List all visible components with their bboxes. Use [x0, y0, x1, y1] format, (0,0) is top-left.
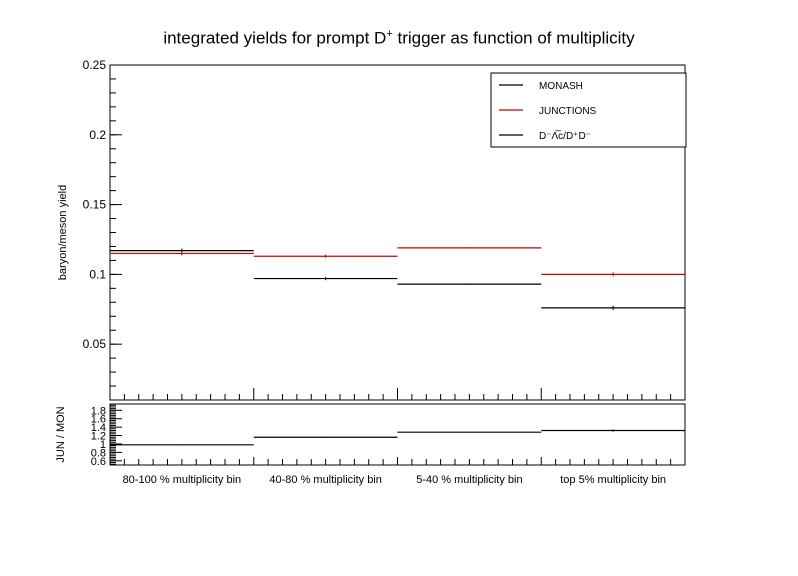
- ratio-ytick-label: 1: [100, 439, 106, 451]
- legend-label: JUNCTIONS: [539, 106, 597, 117]
- main-ytick-label: 0.25: [83, 58, 107, 72]
- legend-label: MONASH: [539, 81, 583, 92]
- x-category-label: 40-80 % multiplicity bin: [269, 474, 382, 486]
- ratio-ytick-label: 0.8: [91, 447, 106, 459]
- ratio-y-axis-title: JUN / MON: [55, 406, 67, 462]
- chart-title: integrated yields for prompt D+ trigger …: [0, 28, 798, 49]
- main-ytick-label: 0.15: [83, 198, 107, 212]
- title-prefix: integrated yields for prompt D: [163, 28, 387, 48]
- main-ytick-label: 0.1: [89, 267, 106, 281]
- ratio-ytick-label: 1.4: [91, 422, 106, 434]
- x-category-label: 5-40 % multiplicity bin: [416, 474, 522, 486]
- main-y-axis-title: baryon/meson yield: [57, 185, 69, 280]
- x-category-label: 80-100 % multiplicity bin: [123, 474, 242, 486]
- ratio-ytick-label: 1.8: [91, 405, 106, 417]
- ratio-frame: [109, 403, 686, 466]
- legend-label: D⁻Λ̅c/D⁺D⁻: [539, 130, 591, 142]
- legend-box: [490, 72, 687, 148]
- ratio-ytick-label: 0.6: [91, 456, 106, 468]
- ratio-ytick-label: 1.6: [91, 414, 106, 426]
- title-suffix: trigger as function of multiplicity: [392, 28, 635, 48]
- ratio-ytick-label: 1.2: [91, 431, 106, 443]
- title-superscript: +: [386, 28, 393, 40]
- main-ytick-label: 0.2: [89, 128, 106, 142]
- x-category-label: top 5% multiplicity bin: [560, 474, 666, 486]
- main-ytick-label: 0.05: [83, 337, 107, 351]
